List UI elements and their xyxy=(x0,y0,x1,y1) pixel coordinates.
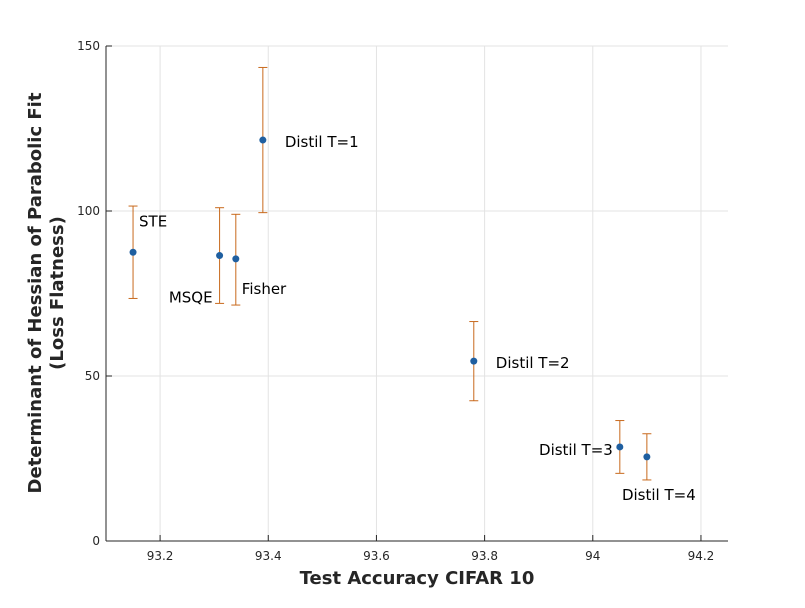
point-label: Distil T=2 xyxy=(496,354,570,372)
y-tick-label: 50 xyxy=(85,369,100,383)
point-label: MSQE xyxy=(169,289,213,307)
point-label: Distil T=3 xyxy=(539,441,613,459)
x-tick-label: 93.6 xyxy=(363,549,390,563)
data-point xyxy=(616,443,624,451)
x-tick-label: 93.2 xyxy=(147,549,174,563)
point-label: Distil T=1 xyxy=(285,133,359,151)
y-axis-title-line-2: (Loss Flatness) xyxy=(47,216,68,370)
x-tick-label: 93.4 xyxy=(255,549,282,563)
y-axis-title: Determinant of Hessian of Parabolic Fit … xyxy=(25,92,68,493)
data-point xyxy=(232,255,240,263)
y-tick-label: 100 xyxy=(77,204,100,218)
error-bars xyxy=(128,66,652,481)
y-axis-title-line-1: Determinant of Hessian of Parabolic Fit xyxy=(25,92,46,493)
x-axis-title: Test Accuracy CIFAR 10 xyxy=(300,568,535,589)
y-tick-label: 150 xyxy=(77,39,100,53)
point-label: Distil T=4 xyxy=(622,486,696,504)
point-label: Fisher xyxy=(242,280,287,298)
data-point xyxy=(643,453,651,461)
point-labels: STE MSQE Fisher Distil T=1 Distil T=2 Distil … xyxy=(139,133,696,504)
x-tick-label: 94 xyxy=(585,549,600,563)
x-tick-label: 94.2 xyxy=(688,549,715,563)
data-point xyxy=(470,357,478,365)
data-point xyxy=(216,252,224,260)
point-label: STE xyxy=(139,212,167,230)
y-tick-label: 0 xyxy=(92,534,100,548)
data-point xyxy=(259,136,267,144)
data-points xyxy=(129,136,651,461)
data-point xyxy=(129,248,137,256)
axes: 93.2 93.4 93.6 93.8 94 94.2 0 50 100 150 xyxy=(77,39,728,563)
x-tick-label: 93.8 xyxy=(471,549,498,563)
